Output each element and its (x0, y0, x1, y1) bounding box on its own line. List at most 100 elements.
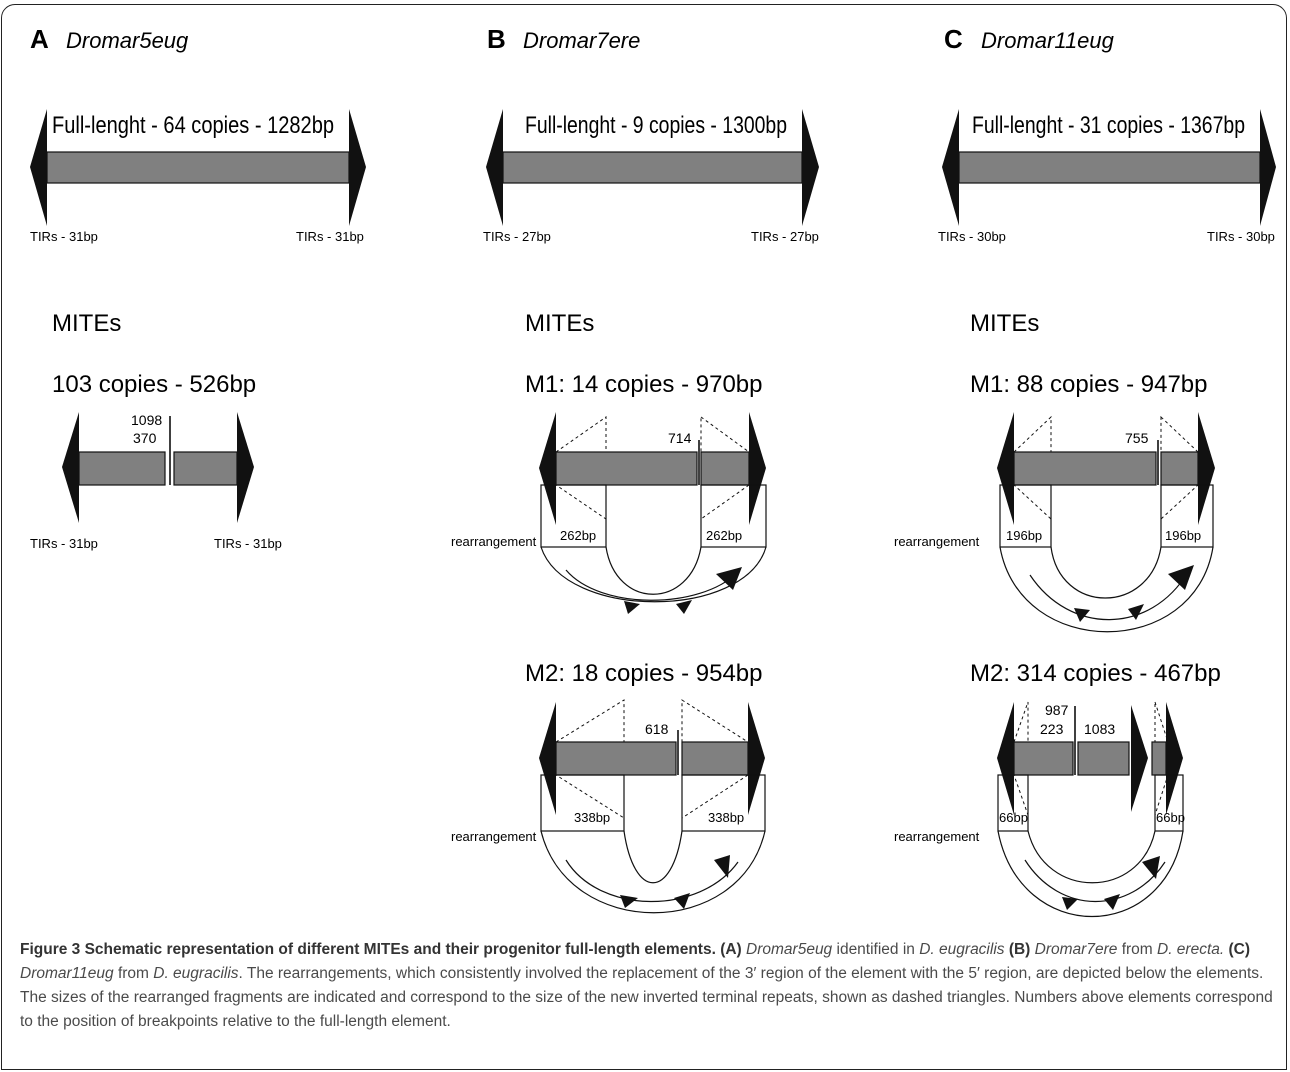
element-body (46, 151, 350, 184)
m1-segment-right (700, 451, 750, 486)
panel-a-tir-right: TIRs - 31bp (296, 229, 364, 244)
panel-c-tir-left: TIRs - 30bp (938, 229, 1006, 244)
panel-a-mite-tir-left: TIRs - 31bp (30, 536, 98, 551)
caption-a-label: (A) (720, 941, 742, 958)
m2-tir-right-arrow (1166, 702, 1183, 815)
panel-b-m1-fragment-right: 262bp (706, 528, 742, 543)
panel-b-full-length-title: Full-lenght - 9 copies - 1300bp (525, 112, 787, 139)
panel-c-m1-fragment-left: 196bp (1006, 528, 1042, 543)
m1-rearrangement-inner-arc (1050, 546, 1162, 599)
panel-b-mites-label: MITEs (525, 310, 594, 337)
m1-segment-right (1160, 451, 1199, 486)
panel-b-m2-element (539, 699, 766, 914)
panel-c-m2-breakpoint-bottom: 223 (1040, 721, 1064, 737)
m1-dashed-tir-bottom-right (1160, 484, 1200, 521)
m1-dashed-tir-top-left (1012, 415, 1052, 453)
element-body (502, 151, 803, 184)
panel-a-full-length-title: Full-lenght - 64 copies - 1282bp (52, 112, 334, 139)
panel-c-m2-breakpoint-2: 1083 (1084, 721, 1115, 737)
m2-rearrangement-arrow-path (565, 859, 739, 903)
m1-rearrangement-inner-arc (605, 546, 702, 595)
caption-c-element: Dromar11eug (20, 965, 114, 982)
m2-tir-mid-arrow (1131, 705, 1148, 812)
tir-right-arrow (349, 109, 366, 226)
m2-rearrangement-inner-arc (623, 830, 683, 884)
m1-direction-arrow-2 (676, 600, 692, 614)
panel-c-full-length-title: Full-lenght - 31 copies - 1367bp (972, 112, 1245, 139)
m2-dashed-tir-top-left (1013, 701, 1029, 743)
panel-c: C Dromar11eug Full-lenght - 31 copies - … (894, 24, 1276, 918)
panel-c-m1-breakpoint: 755 (1125, 430, 1149, 446)
m1-tir-left-arrow (539, 412, 556, 525)
caption-c-species: D. eugracilis (153, 965, 239, 982)
m1-tir-right-arrow (749, 412, 766, 525)
tir-left-arrow (486, 109, 503, 226)
panel-c-m1-title: M1: 88 copies - 947bp (970, 371, 1207, 398)
m2-fragment-box-left (540, 774, 625, 832)
panel-b-letter: B (487, 24, 506, 54)
panel-c-mites-label: MITEs (970, 310, 1039, 337)
m2-rearrangement-inner-arc (1027, 830, 1156, 884)
m1-dashed-tir-top-right (700, 416, 751, 453)
panel-b-m1-title: M1: 14 copies - 970bp (525, 371, 762, 398)
m2-segment-1 (1013, 741, 1074, 776)
m2-tir-left-arrow (997, 702, 1014, 815)
m1-segment-left (555, 451, 698, 486)
panel-b-name: Dromar7ere (523, 28, 640, 53)
m1-fragment-box-right (700, 484, 767, 548)
panel-c-full-length-element (942, 109, 1276, 226)
m2-dashed-tir-top-right (681, 699, 750, 743)
m1-segment-left (1013, 451, 1157, 486)
figure-caption: Figure 3 Schematic representation of dif… (20, 938, 1275, 1034)
panel-b-m1-fragment-left: 262bp (560, 528, 596, 543)
panel-a-tir-left: TIRs - 31bp (30, 229, 98, 244)
caption-a-text: identified in (836, 941, 915, 958)
m2-direction-arrow-1 (1062, 897, 1078, 910)
caption-body: . The rearrangements, which consistently… (20, 965, 1273, 1030)
m2-segment-2 (1077, 741, 1130, 776)
tir-right-arrow (1260, 109, 1276, 226)
panel-c-m2-fragment-right: 66bp (1156, 810, 1185, 825)
panel-a-full-length-element (30, 109, 366, 226)
panel-c-tir-right: TIRs - 30bp (1207, 229, 1275, 244)
panel-c-m2-fragment-left: 66bp (999, 810, 1028, 825)
mite-segment-right (173, 451, 238, 486)
panel-a: A Dromar5eug Full-lenght - 64 copies - 1… (30, 24, 366, 551)
panel-b-m1-breakpoint: 714 (668, 430, 692, 446)
panel-c-m1-fragment-right: 196bp (1165, 528, 1201, 543)
panel-c-m2-rearrangement-label: rearrangement (894, 829, 980, 844)
m2-fragment-box-right (681, 774, 766, 832)
m1-tir-right-arrow (1198, 412, 1215, 525)
caption-c-label: (C) (1228, 941, 1251, 958)
panel-b-m2-breakpoint: 618 (645, 721, 669, 737)
m2-direction-arrow-3 (1142, 856, 1160, 879)
m2-rearrangement-outer-arc (997, 830, 1184, 918)
mite-schematic-figure: A Dromar5eug Full-lenght - 64 copies - 1… (30, 24, 1276, 918)
panel-c-letter: C (944, 24, 963, 54)
panel-c-m2-title: M2: 314 copies - 467bp (970, 660, 1221, 687)
m1-dashed-tir-top-left (554, 416, 607, 453)
mite-tir-left-arrow (62, 412, 79, 523)
m2-fragment-box-left (997, 774, 1029, 832)
tir-right-arrow (802, 109, 819, 226)
m2-tir-right-arrow (748, 702, 765, 815)
m1-rearrangement-outer-arc (999, 546, 1214, 633)
panel-b-m1-element (539, 412, 767, 614)
m1-fragment-box-left (540, 484, 607, 548)
panel-a-name: Dromar5eug (66, 28, 189, 53)
element-body (958, 151, 1261, 184)
panel-b-m1-rearrangement-label: rearrangement (451, 534, 537, 549)
panel-c-m2-breakpoint-top: 987 (1045, 702, 1069, 718)
caption-b-text: from (1121, 941, 1153, 958)
m2-dashed-tir-bottom-left (1013, 774, 1029, 816)
m1-fragment-box-right (1160, 484, 1214, 548)
panel-a-mite-tir-right: TIRs - 31bp (214, 536, 282, 551)
panel-a-letter: A (30, 24, 49, 54)
m2-segment-left (555, 741, 677, 776)
m2-rearrangement-arrow-path (1024, 859, 1166, 902)
panel-c-m1-element (997, 412, 1215, 633)
m1-direction-arrow-1 (1074, 608, 1090, 622)
m2-direction-arrow-1 (620, 895, 638, 908)
panel-b: B Dromar7ere Full-lenght - 9 copies - 13… (451, 24, 819, 914)
m1-dashed-tir-top-right (1160, 415, 1200, 453)
